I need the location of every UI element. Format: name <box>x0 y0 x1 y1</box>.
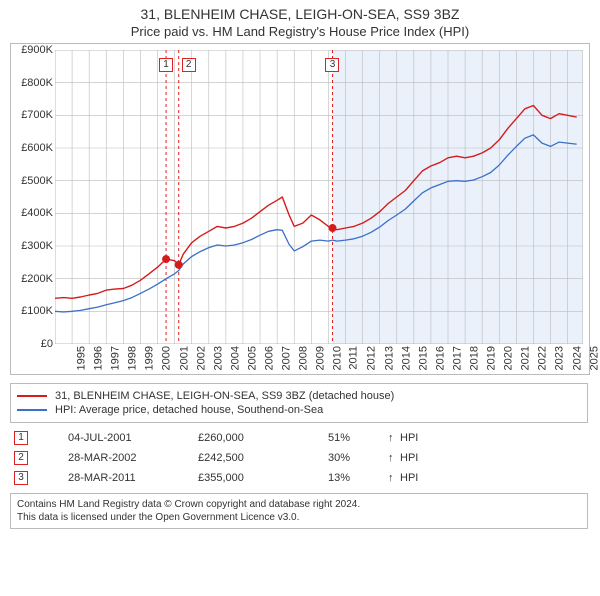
chart-marker-3: 3 <box>325 58 339 72</box>
legend-item: 31, BLENHEIM CHASE, LEIGH-ON-SEA, SS9 3B… <box>17 390 581 402</box>
legend-item: HPI: Average price, detached house, Sout… <box>17 404 581 416</box>
tx-price: £355,000 <box>198 472 328 484</box>
y-tick-label: £0 <box>13 338 53 350</box>
transaction-row: 2 28-MAR-2002£242,50030%↑HPI <box>10 451 588 465</box>
tx-marker: 1 <box>14 431 28 445</box>
footer-line-2: This data is licensed under the Open Gov… <box>17 511 581 524</box>
tx-delta: 30% <box>328 452 388 464</box>
arrow-up-icon: ↑ <box>388 452 400 464</box>
legend-swatch <box>17 395 47 397</box>
y-tick-label: £400K <box>13 207 53 219</box>
transaction-row: 1 04-JUL-2001£260,00051%↑HPI <box>10 431 588 445</box>
arrow-up-icon: ↑ <box>388 432 400 444</box>
tx-delta: 13% <box>328 472 388 484</box>
chart-marker-2: 2 <box>182 58 196 72</box>
y-tick-label: £700K <box>13 109 53 121</box>
transaction-row: 3 28-MAR-2011£355,00013%↑HPI <box>10 471 588 485</box>
legend: 31, BLENHEIM CHASE, LEIGH-ON-SEA, SS9 3B… <box>10 383 588 423</box>
chart-svg <box>55 50 583 344</box>
tx-price: £260,000 <box>198 432 328 444</box>
tx-marker: 3 <box>14 471 28 485</box>
y-tick-label: £500K <box>13 175 53 187</box>
tx-price: £242,500 <box>198 452 328 464</box>
y-tick-label: £100K <box>13 305 53 317</box>
footer-line-1: Contains HM Land Registry data © Crown c… <box>17 498 581 511</box>
tx-date: 28-MAR-2011 <box>68 472 198 484</box>
chart: £0 £100K £200K £300K £400K £500K £600K £700K £80… <box>10 43 590 375</box>
y-tick-label: £200K <box>13 273 53 285</box>
tx-ref: HPI <box>400 452 418 464</box>
tx-marker: 2 <box>14 451 28 465</box>
footer: Contains HM Land Registry data © Crown c… <box>10 493 588 529</box>
legend-label: 31, BLENHEIM CHASE, LEIGH-ON-SEA, SS9 3B… <box>55 390 394 402</box>
transactions-table: 104-JUL-2001£260,00051%↑HPI228-MAR-2002£… <box>10 431 588 485</box>
chart-plot <box>55 50 583 344</box>
y-tick-label: £600K <box>13 142 53 154</box>
page-subtitle: Price paid vs. HM Land Registry's House … <box>10 24 590 39</box>
tx-delta: 51% <box>328 432 388 444</box>
tx-ref: HPI <box>400 472 418 484</box>
legend-label: HPI: Average price, detached house, Sout… <box>55 404 323 416</box>
y-tick-label: £800K <box>13 77 53 89</box>
tx-ref: HPI <box>400 432 418 444</box>
tx-date: 04-JUL-2001 <box>68 432 198 444</box>
tx-date: 28-MAR-2002 <box>68 452 198 464</box>
y-tick-label: £300K <box>13 240 53 252</box>
arrow-up-icon: ↑ <box>388 472 400 484</box>
chart-marker-1: 1 <box>159 58 173 72</box>
page-title: 31, BLENHEIM CHASE, LEIGH-ON-SEA, SS9 3B… <box>10 6 590 22</box>
legend-swatch <box>17 409 47 411</box>
y-tick-label: £900K <box>13 44 53 56</box>
